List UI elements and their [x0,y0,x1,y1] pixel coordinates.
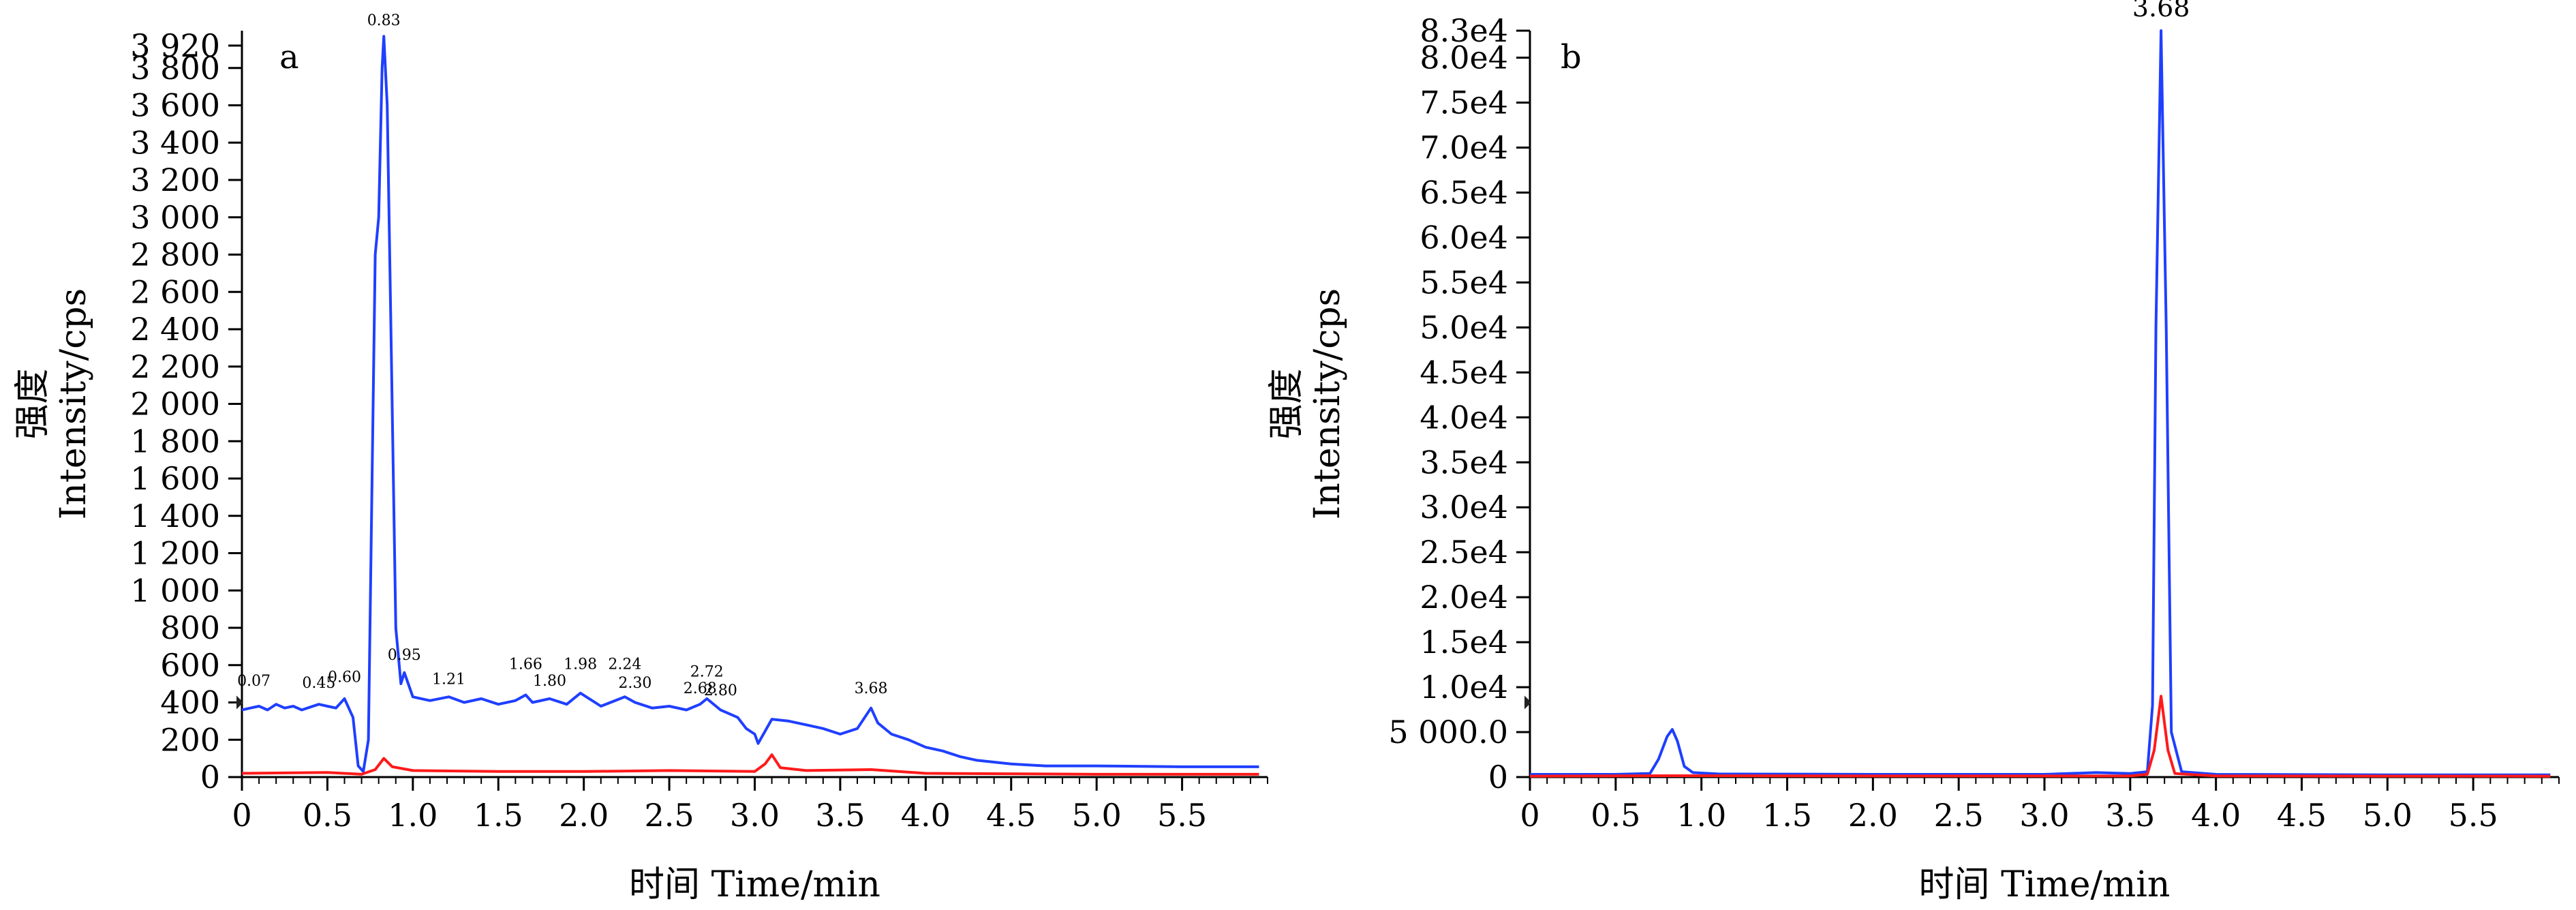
x-tick-label: 4.0 [901,797,951,834]
y-tick-label: 0 [200,759,220,795]
y-tick-label: 1 000 [130,572,220,609]
y-tick-label: 2.5e4 [1420,534,1508,571]
x-tick-label: 1.5 [1762,797,1812,834]
y-axis-title-cn: 强度 [12,368,53,439]
y-tick-label: 3 000 [130,199,220,236]
series-line-0 [1530,29,2551,776]
x-tick-label: 2.0 [559,797,609,834]
y-tick-label: 1 400 [130,498,220,534]
x-tick-label: 2.0 [1848,797,1898,834]
y-tick-label: 3 800 [130,50,220,87]
chart-panel-b: 0 0.5 1.0 1.5 2.0 2.5 3.0 3.5 4.0 4.5 5.0 5.5 0 5 000… [1266,0,2560,905]
axis-marker-icon [1524,695,1531,710]
peak-annotation: 0.95 [388,647,421,664]
peak-annotation: 2.80 [704,682,737,699]
y-tick-label: 1 800 [130,423,220,459]
y-tick-label: 2 000 [130,386,220,423]
y-axis-title-cn: 强度 [1266,368,1307,439]
y-tick-label: 1.0e4 [1420,669,1508,706]
y-tick-label: 400 [160,684,220,721]
x-tick-label: 0.5 [1591,797,1640,834]
peak-annotation: 0.83 [367,12,401,29]
peak-annotation: 1.80 [533,673,566,690]
y-axis-title-en: Intensity/cps [53,288,94,519]
x-axis-title: 时间 Time/min [629,864,880,905]
panel-label: b [1561,38,1582,76]
y-tick-label: 2 400 [130,311,220,348]
peak-annotation: 2.24 [608,656,641,673]
y-tick-label: 200 [160,721,220,758]
peak-annotation: 0.60 [328,669,361,686]
x-tick-label: 0 [232,797,251,834]
y-tick-label: 3 600 [130,87,220,124]
x-tick-label: 5.0 [2363,797,2412,834]
y-tick-label: 1 200 [130,535,220,572]
panel-label: a [279,38,299,76]
x-tick-label: 0.5 [303,797,352,834]
x-tick-label: 4.5 [2277,797,2327,834]
x-tick-label: 2.5 [645,797,694,834]
x-tick-label: 5.5 [2449,797,2498,834]
peak-annotation: 3.68 [855,680,888,697]
y-axis-title-en: Intensity/cps [1307,288,1348,519]
axis-marker-icon [236,695,243,710]
peak-annotation: 3.68 [2132,0,2190,22]
y-tick-label: 7.0e4 [1420,130,1508,166]
y-tick-label: 1.5e4 [1420,624,1508,661]
y-tick-label: 6.0e4 [1420,219,1508,256]
x-tick-label: 5.5 [1157,797,1207,834]
peak-annotation: 2.68 [684,680,717,697]
peak-annotation: 1.98 [564,656,597,673]
chart-panel-a: 0 0.5 1.0 1.5 2.0 2.5 3.0 3.5 4.0 4.5 5.0 5.5020040… [12,12,1268,905]
y-tick-label: 600 [160,647,220,684]
peak-annotation: 1.21 [432,671,465,688]
y-tick-label: 2.0e4 [1420,579,1508,616]
y-tick-label: 2 800 [130,237,220,273]
y-tick-label: 3 400 [130,124,220,161]
y-tick-label: 7.5e4 [1420,85,1508,121]
x-tick-label: 0 [1520,797,1539,834]
x-tick-label: 2.5 [1934,797,1984,834]
y-tick-label: 800 [160,609,220,646]
x-tick-label: 5.0 [1072,797,1122,834]
y-tick-label: 8.0e4 [1420,40,1508,76]
peak-annotation: 0.07 [237,673,271,690]
y-tick-label: 2 200 [130,348,220,385]
x-tick-label: 1.5 [474,797,523,834]
x-tick-label: 1.0 [388,797,438,834]
x-tick-label: 4.0 [2191,797,2241,834]
peak-annotation: 1.66 [509,656,542,673]
y-tick-label: 0 [1488,759,1508,795]
y-tick-label: 3.5e4 [1420,444,1508,481]
series-line-0 [241,35,1259,773]
y-tick-label: 6.5e4 [1420,174,1508,211]
y-tick-label: 4.5e4 [1420,354,1508,391]
peak-annotation: 2.30 [618,675,651,692]
y-tick-label: 2 600 [130,273,220,310]
series-line-1 [1529,695,2551,778]
peak-annotation: 0.45 [302,675,335,692]
y-tick-label: 8.3e4 [1420,12,1508,49]
x-tick-label: 3.0 [2019,797,2069,834]
x-tick-label: 3.0 [730,797,780,834]
y-tick-label: 5.5e4 [1420,264,1508,301]
x-tick-label: 1.0 [1676,797,1726,834]
y-tick-label: 3 920 [130,27,220,64]
y-tick-label: 5 000.0 [1388,714,1508,750]
y-tick-label: 3.0e4 [1420,489,1508,526]
peak-annotation: 2.72 [690,663,724,680]
x-tick-label: 3.5 [2105,797,2155,834]
x-axis-title: 时间 Time/min [1919,864,2171,905]
x-tick-label: 3.5 [815,797,865,834]
y-tick-label: 4.0e4 [1420,399,1508,436]
x-tick-label: 4.5 [986,797,1036,834]
series-line-1 [241,753,1259,776]
y-tick-label: 1 600 [130,460,220,497]
y-tick-label: 5.0e4 [1420,309,1508,346]
y-tick-label: 3 200 [130,162,220,198]
